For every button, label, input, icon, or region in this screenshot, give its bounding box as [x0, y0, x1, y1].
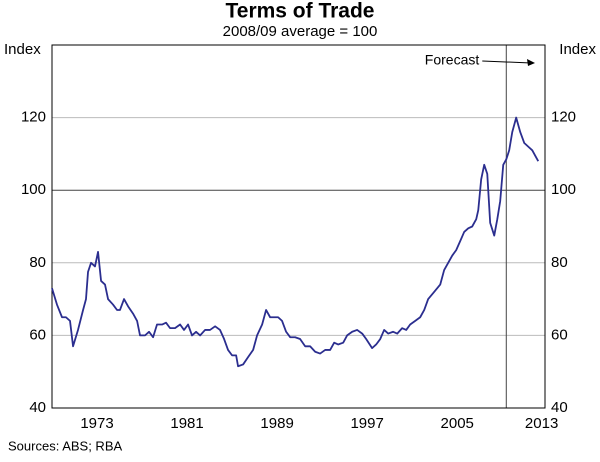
plot-frame: [51, 44, 546, 409]
x-tick-label: 1997: [350, 415, 383, 432]
x-tick-label: 1989: [260, 415, 293, 432]
series-line: [51, 116, 540, 368]
y2-axis-label: Index: [559, 41, 596, 58]
chart-title: Terms of Trade: [226, 0, 375, 23]
y2-tick-label: 60: [551, 326, 568, 343]
forecast-arrow: [482, 60, 532, 64]
y-axis-label: Index: [4, 41, 41, 58]
y-tick-label: 120: [21, 109, 46, 126]
chart-subtitle: 2008/09 average = 100: [223, 23, 378, 40]
y-tick-label: 80: [29, 254, 46, 271]
x-tick-label: 2013: [525, 415, 558, 432]
y-tick-label: 100: [21, 181, 46, 198]
y2-tick-label: 100: [551, 181, 576, 198]
y-tick-label: 60: [29, 326, 46, 343]
x-tick-label: 1973: [80, 415, 113, 432]
y2-tick-label: 120: [551, 109, 576, 126]
y-tick-label: 40: [29, 399, 46, 416]
y2-tick-label: 80: [551, 254, 568, 271]
forecast-arrowhead: [527, 59, 535, 66]
source-note: Sources: ABS; RBA: [8, 438, 122, 453]
x-tick-label: 1981: [170, 415, 203, 432]
forecast-label: Forecast: [425, 52, 480, 68]
y2-tick-label: 40: [551, 399, 568, 416]
x-tick-label: 2005: [441, 415, 474, 432]
